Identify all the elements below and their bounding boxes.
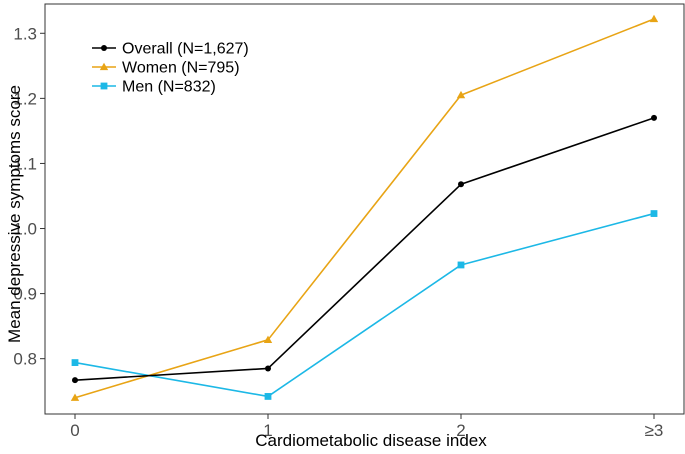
y-tick-label: 1.3	[13, 24, 37, 43]
legend-label: Overall (N=1,627)	[122, 41, 249, 58]
data-point	[264, 393, 272, 400]
data-point	[70, 393, 80, 401]
legend-item: Overall (N=1,627)	[92, 41, 249, 58]
legend-swatch-marker	[100, 82, 108, 90]
y-tick-label: 0.9	[13, 285, 37, 304]
legend-item: Women (N=795)	[92, 60, 240, 77]
data-point	[71, 359, 79, 366]
legend-label: Women (N=795)	[122, 60, 240, 77]
legend-label: Men (N=832)	[122, 79, 216, 96]
y-tick-label: 0.8	[13, 350, 37, 369]
y-axis-title: Mean depressive symptoms score	[5, 85, 24, 343]
data-point	[72, 377, 78, 384]
data-point	[651, 114, 657, 121]
y-tick-label: 1.1	[13, 154, 37, 173]
plot-border	[44, 3, 685, 415]
legend-swatch-marker	[101, 45, 107, 51]
data-point	[265, 365, 271, 372]
y-tick-label: 1.0	[13, 220, 37, 239]
legend-item: Men (N=832)	[92, 79, 216, 96]
series-line	[74, 117, 655, 381]
data-point	[649, 14, 659, 23]
series-line	[74, 212, 655, 398]
y-tick-label: 1.2	[13, 89, 37, 108]
x-tick-label: ≥3	[645, 421, 664, 440]
data-point	[456, 90, 466, 99]
x-axis: 0 1 2 ≥3	[70, 414, 663, 440]
legend: Overall (N=1,627) Women (N=795) Men (N=832…	[92, 41, 249, 96]
x-tick-label: 0	[70, 421, 79, 440]
y-axis: 0.8 0.9 1.0 1.1 1.2 1.3	[13, 24, 45, 369]
series-square	[71, 210, 658, 400]
x-axis-title: Cardiometabolic disease index	[255, 431, 487, 449]
series-triangle	[70, 14, 659, 401]
x-tick-label: 1	[263, 421, 272, 440]
series-line	[74, 18, 655, 399]
data-point	[263, 335, 273, 343]
legend-swatch-marker	[99, 62, 109, 71]
x-tick-label: 2	[456, 421, 465, 440]
data-point	[457, 261, 465, 269]
series-layer	[70, 14, 659, 401]
plot-panel	[44, 3, 685, 415]
series-circle	[72, 114, 657, 384]
data-point	[458, 181, 464, 188]
data-point	[650, 210, 658, 217]
